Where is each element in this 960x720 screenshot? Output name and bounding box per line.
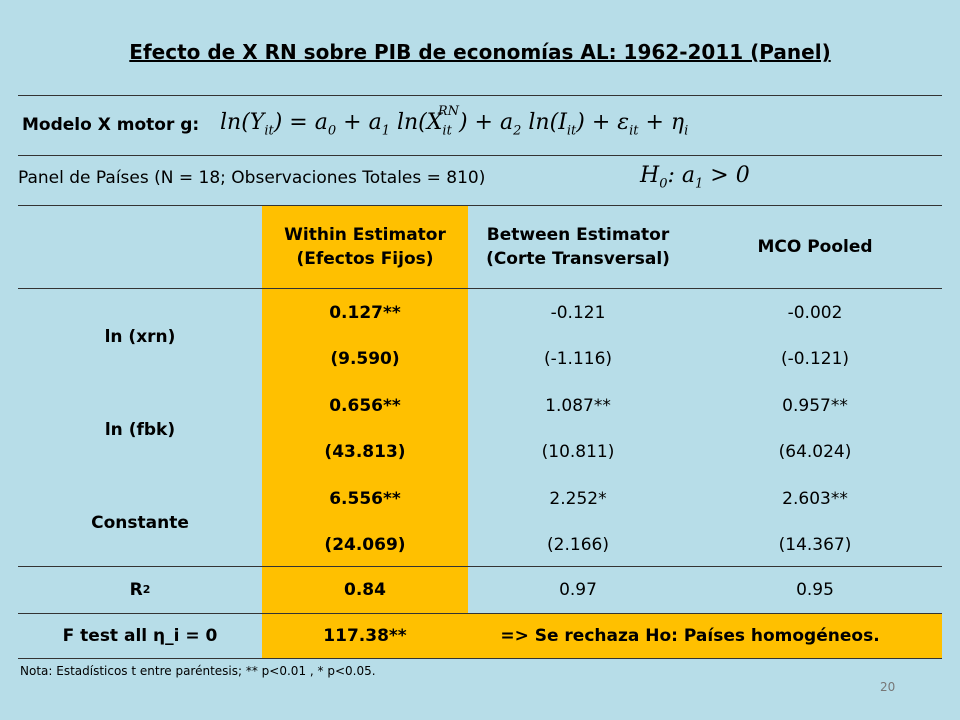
t-statistic: (14.367) [778, 535, 852, 555]
column-header: MCO Pooled [688, 205, 942, 288]
coefficient: -0.002 [787, 303, 843, 323]
formula-sub: 0 [659, 176, 668, 192]
formula-text: ln( [389, 110, 427, 135]
hypothesis: H0: a1 > 0 [640, 163, 750, 191]
header-line: (Corte Transversal) [486, 248, 670, 269]
t-statistic: (-0.121) [780, 349, 850, 369]
formula-sub: 2 [513, 123, 522, 139]
header-line: Between Estimator [486, 224, 670, 245]
column-header: Between Estimator (Corte Transversal) [468, 205, 688, 288]
formula-text: a [314, 110, 328, 135]
rule [18, 205, 942, 206]
ftest-conclusion: => Se rechaza Ho: Países homogéneos. [500, 625, 880, 646]
column-header: Within Estimator (Efectos Fijos) [262, 205, 468, 288]
r2-text: R [129, 579, 143, 600]
formula-sub: 0 [327, 123, 337, 139]
formula-text: Y [249, 110, 265, 135]
coefficient: 0.957** [782, 396, 848, 416]
t-statistic: (24.069) [324, 535, 406, 555]
rule [18, 288, 942, 289]
formula-text: H [640, 163, 660, 188]
t-statistic: (-1.116) [543, 349, 613, 369]
title: Efecto de X RN sobre PIB de economías AL… [129, 40, 831, 64]
rule [18, 95, 942, 96]
formula-text: + [336, 110, 369, 135]
formula-text: a [368, 110, 382, 135]
t-statistic: (43.813) [324, 442, 406, 462]
t-statistic: (9.590) [330, 349, 400, 369]
formula-text: > 0 [703, 163, 750, 188]
note: Nota: Estadísticos t entre paréntesis; *… [20, 664, 376, 678]
r2-value: 0.84 [344, 579, 386, 600]
formula-text: ) + [458, 110, 500, 135]
ftest-value: 117.38** [323, 625, 407, 646]
formula-text: ln( [220, 110, 250, 135]
t-statistic: (64.024) [778, 442, 852, 462]
formula-sub: it [566, 123, 577, 139]
r2-value: 0.97 [559, 579, 597, 600]
coefficient: 2.603** [782, 489, 848, 509]
coefficient: 0.656** [329, 396, 401, 416]
row-label: ln (fbk) [104, 419, 176, 440]
ftest-label: F test all η_i = 0 [62, 625, 218, 646]
model-label: Modelo X motor g: [22, 115, 200, 135]
row-label: ln (xrn) [104, 326, 176, 347]
formula-sub: 1 [381, 123, 390, 139]
formula-text: + [638, 110, 671, 135]
rule [18, 155, 942, 156]
formula-sub: it [264, 123, 274, 139]
t-statistic: (10.811) [541, 442, 615, 462]
coefficient: 2.252* [549, 489, 607, 509]
model-formula: ln(Yit) = a0 + a1 ln(XitRN) + a2 ln(Iit)… [220, 104, 689, 139]
header-line: Within Estimator [284, 224, 446, 245]
rule [18, 566, 942, 567]
formula-text: η [670, 110, 685, 135]
rule [18, 658, 942, 659]
coefficient: 0.127** [329, 303, 401, 323]
formula-sub: it [442, 123, 452, 139]
panel-text: Panel de Países (N = 18; Observaciones T… [18, 168, 486, 188]
coefficient: 6.556** [329, 489, 401, 509]
header-line: MCO Pooled [757, 236, 873, 257]
formula-text: ε [617, 110, 630, 135]
header-line: (Efectos Fijos) [296, 248, 434, 269]
formula-text: ) + [576, 110, 618, 135]
formula-text: a [500, 110, 514, 135]
formula-text: I [558, 110, 567, 135]
r2-value: 0.95 [796, 579, 834, 600]
t-statistic: (2.166) [547, 535, 609, 555]
formula-text: X [426, 110, 443, 135]
formula-sub: it [629, 123, 639, 139]
formula-sub: 1 [695, 176, 704, 192]
highlight-column [262, 205, 468, 613]
highlight-row [262, 613, 942, 658]
coefficient: 1.087** [545, 396, 611, 416]
coefficient: -0.121 [550, 303, 606, 323]
formula-sub: i [684, 123, 689, 139]
row-label: Constante [91, 512, 189, 533]
page-number: 20 [880, 680, 896, 694]
formula-text: ) = [273, 110, 315, 135]
formula-text: : [667, 163, 682, 188]
formula-text: a [681, 163, 695, 188]
rule [18, 613, 942, 614]
formula-sup: RN [437, 104, 459, 119]
formula-text: ln( [521, 110, 559, 135]
